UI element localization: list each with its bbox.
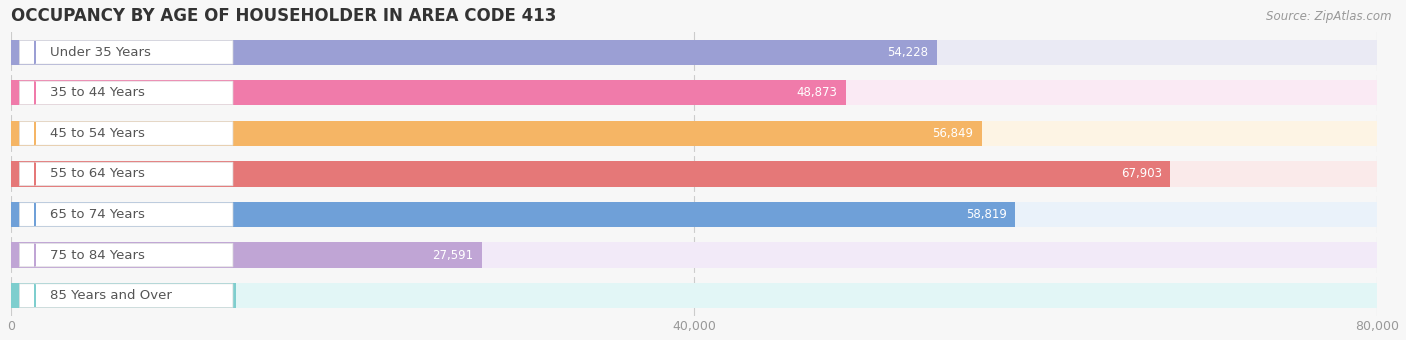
Bar [11, 283, 236, 308]
Text: 35 to 44 Years: 35 to 44 Years [51, 86, 145, 99]
Bar [11, 242, 1376, 268]
Bar [11, 80, 845, 105]
Text: 56,849: 56,849 [932, 127, 973, 140]
Text: Under 35 Years: Under 35 Years [51, 46, 150, 59]
Text: 45 to 54 Years: 45 to 54 Years [51, 127, 145, 140]
Text: 75 to 84 Years: 75 to 84 Years [51, 249, 145, 261]
FancyBboxPatch shape [20, 40, 233, 64]
Text: 65 to 74 Years: 65 to 74 Years [51, 208, 145, 221]
FancyBboxPatch shape [20, 162, 233, 186]
Text: 13,165: 13,165 [186, 289, 228, 302]
FancyBboxPatch shape [20, 203, 233, 226]
Text: Source: ZipAtlas.com: Source: ZipAtlas.com [1267, 10, 1392, 23]
Text: 27,591: 27,591 [433, 249, 474, 261]
Bar [11, 80, 1376, 105]
Bar [11, 121, 1376, 146]
FancyBboxPatch shape [20, 243, 233, 267]
Bar [11, 283, 1376, 308]
Bar [11, 40, 936, 65]
FancyBboxPatch shape [20, 122, 233, 145]
Bar [11, 162, 1170, 187]
Text: OCCUPANCY BY AGE OF HOUSEHOLDER IN AREA CODE 413: OCCUPANCY BY AGE OF HOUSEHOLDER IN AREA … [11, 7, 557, 25]
FancyBboxPatch shape [20, 81, 233, 105]
Text: 48,873: 48,873 [796, 86, 837, 99]
Bar [11, 121, 981, 146]
Text: 58,819: 58,819 [966, 208, 1007, 221]
Bar [11, 202, 1376, 227]
Text: 54,228: 54,228 [887, 46, 928, 59]
Bar [11, 40, 1376, 65]
Text: 55 to 64 Years: 55 to 64 Years [51, 168, 145, 181]
Text: 67,903: 67,903 [1121, 168, 1161, 181]
Bar [11, 242, 482, 268]
Bar [11, 202, 1015, 227]
FancyBboxPatch shape [20, 284, 233, 307]
Bar [11, 162, 1376, 187]
Text: 85 Years and Over: 85 Years and Over [51, 289, 172, 302]
